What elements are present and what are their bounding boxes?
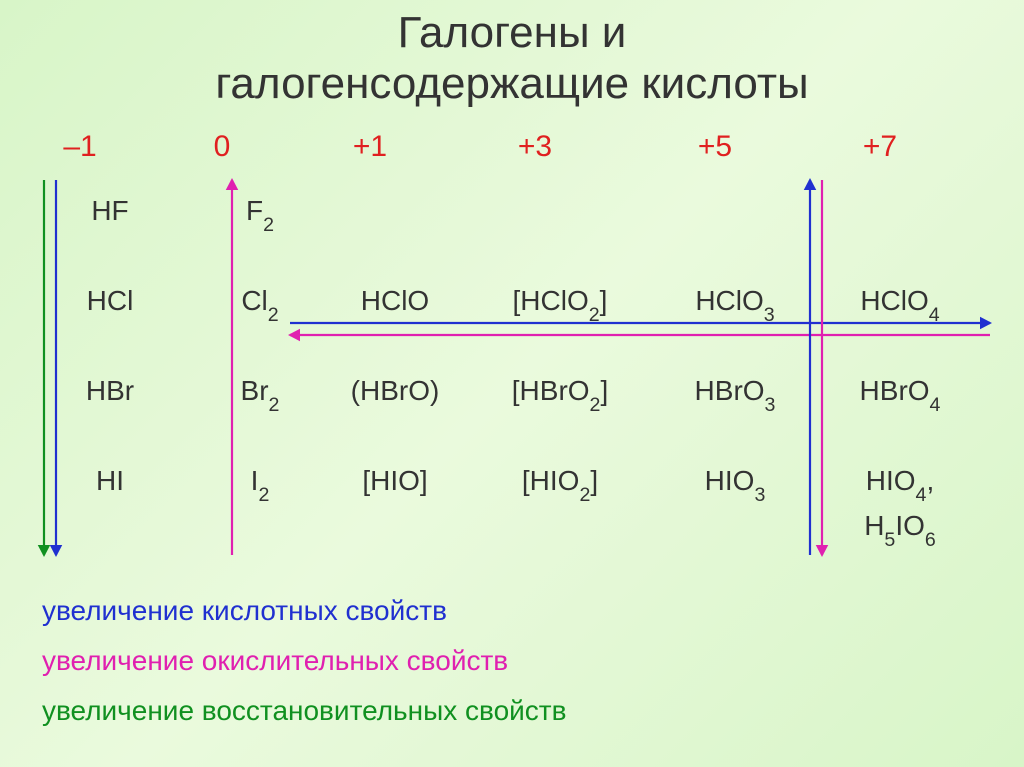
legend-line: увеличение восстановительных свойств	[42, 695, 566, 727]
slide-root: Галогены и галогенсодержащие кислоты –10…	[0, 0, 1024, 767]
legend-line: увеличение кислотных свойств	[42, 595, 447, 627]
legend-line: увеличение окислительных свойств	[42, 645, 508, 677]
